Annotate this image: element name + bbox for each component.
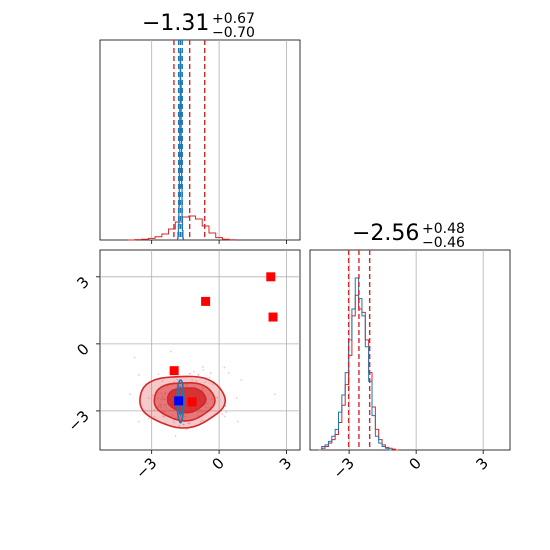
marker-red	[187, 397, 197, 407]
sample-point-red	[193, 370, 195, 373]
joint-panel-data	[129, 272, 278, 437]
title-param-2: −2.56 +0.48 −0.46	[352, 221, 465, 251]
joint-panel-grid	[100, 250, 300, 450]
x-tick-label: 3	[276, 454, 295, 473]
sample-point-red	[173, 421, 176, 424]
sample-point-red	[209, 372, 212, 374]
sample-point-red	[223, 366, 226, 369]
x-tick-label: 0	[208, 454, 227, 473]
sample-point-blue	[174, 435, 177, 437]
sample-point-red	[224, 405, 227, 408]
x-tick-label: −3	[330, 454, 358, 482]
sample-point-red	[172, 419, 175, 422]
sample-point-red	[129, 393, 131, 396]
sample-point-red	[202, 366, 204, 368]
sample-point-red	[147, 397, 150, 400]
sample-point-red	[185, 428, 188, 431]
sample-point-blue	[182, 423, 185, 426]
sample-point-red	[188, 422, 191, 425]
sample-point-red	[235, 397, 238, 399]
marker-blue	[174, 396, 184, 406]
sample-point-red	[191, 379, 194, 382]
histogram-2-frame	[309, 249, 511, 451]
sample-point-red	[225, 411, 228, 414]
marker-red	[268, 312, 278, 322]
title-1-lower: −0.70	[212, 25, 255, 41]
histogram-1-grid	[151, 40, 287, 240]
histogram-2-ticks: −3 0 3	[330, 450, 492, 482]
sample-point-red	[173, 381, 176, 383]
histogram-2-blue-series	[318, 277, 393, 451]
sample-point-red	[157, 373, 160, 376]
sample-point-red	[199, 420, 202, 423]
sample-point-red	[227, 372, 230, 374]
x-tick-label: −3	[132, 454, 160, 482]
sample-point-red	[274, 393, 276, 396]
joint-density-panel: −3 0 3 −3 0 3	[64, 249, 301, 482]
sample-point-red	[204, 381, 207, 384]
sample-point-blue	[178, 424, 181, 427]
sample-point-red	[195, 379, 198, 382]
histogram-1-frame	[99, 39, 301, 241]
sample-point-red	[236, 420, 239, 423]
sample-point-red	[202, 369, 205, 371]
sample-point-red	[137, 374, 140, 376]
sample-point-red	[197, 373, 200, 376]
title-2-value: −2.56	[352, 221, 419, 246]
sample-point-red	[133, 356, 136, 359]
y-tick-label: 0	[73, 340, 92, 359]
title-param-1: −1.31 +0.67 −0.70	[142, 11, 255, 41]
histogram-param-1	[99, 39, 301, 244]
sample-point-red	[240, 379, 243, 382]
sample-point-red	[188, 372, 191, 375]
y-tick-label: 3	[73, 273, 92, 292]
y-tick-label: −3	[64, 407, 92, 435]
sample-point-red	[223, 415, 226, 418]
sample-point-red	[137, 420, 140, 423]
sample-point-red	[221, 412, 224, 415]
sample-point-red	[162, 415, 164, 417]
sample-point-red	[201, 419, 204, 422]
sample-point-red	[208, 376, 211, 379]
histogram-2-data	[318, 250, 399, 451]
sample-point-blue	[176, 378, 179, 381]
title-1-upper: +0.67	[212, 11, 255, 27]
x-tick-label: 0	[405, 454, 424, 473]
histogram-1-data	[128, 40, 237, 241]
sample-point-red	[187, 422, 189, 425]
marker-red	[169, 366, 179, 376]
sample-point-red	[161, 380, 164, 383]
sample-point-red	[147, 417, 150, 420]
sample-point-red	[169, 350, 172, 353]
marker-red	[201, 296, 211, 306]
sample-point-red	[153, 415, 156, 418]
histogram-1-ticks	[151, 240, 287, 244]
title-2-upper: +0.48	[422, 221, 465, 237]
histogram-param-2: −3 0 3	[309, 249, 511, 482]
sample-point-red	[153, 408, 156, 411]
sample-point-red	[211, 383, 214, 385]
sample-point-red	[216, 396, 219, 399]
title-1-value: −1.31	[142, 11, 209, 36]
x-tick-label: 3	[473, 454, 492, 473]
marker-red	[266, 272, 276, 282]
title-2-lower: −0.46	[422, 235, 465, 251]
sample-point-red	[152, 394, 154, 397]
